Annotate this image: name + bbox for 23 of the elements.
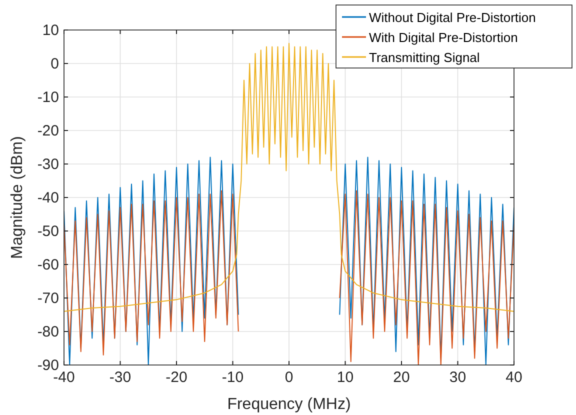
y-axis-title: Magnitude (dBm) bbox=[9, 136, 26, 259]
y-tick-label: -70 bbox=[37, 290, 59, 307]
y-tick-label: -20 bbox=[37, 122, 59, 140]
y-tick-label: -60 bbox=[37, 256, 59, 274]
legend-label: Without Digital Pre-Distortion bbox=[369, 10, 536, 25]
y-tick-label: 0 bbox=[50, 56, 59, 72]
legend-label: Transmitting Signal bbox=[369, 50, 480, 65]
y-tick-label: -30 bbox=[37, 156, 59, 173]
x-tick-label: 10 bbox=[336, 369, 354, 386]
y-tick-label: -80 bbox=[37, 324, 59, 340]
x-tick-label: 30 bbox=[449, 369, 466, 386]
x-tick-label: 20 bbox=[393, 369, 410, 386]
y-tick-label: -10 bbox=[37, 89, 59, 106]
x-tick-label: -10 bbox=[222, 369, 244, 386]
x-tick-label: 0 bbox=[284, 369, 294, 386]
y-tick-label: -50 bbox=[37, 223, 59, 240]
y-tick-label: 10 bbox=[42, 22, 59, 39]
x-tick-label: 40 bbox=[506, 369, 522, 386]
x-tick-label: -30 bbox=[109, 369, 132, 386]
legend-label: With Digital Pre-Distortion bbox=[369, 30, 518, 45]
x-axis-title: Frequency (MHz) bbox=[227, 396, 351, 413]
y-tick-label: -40 bbox=[37, 190, 59, 206]
x-tick-label: -20 bbox=[166, 369, 188, 386]
